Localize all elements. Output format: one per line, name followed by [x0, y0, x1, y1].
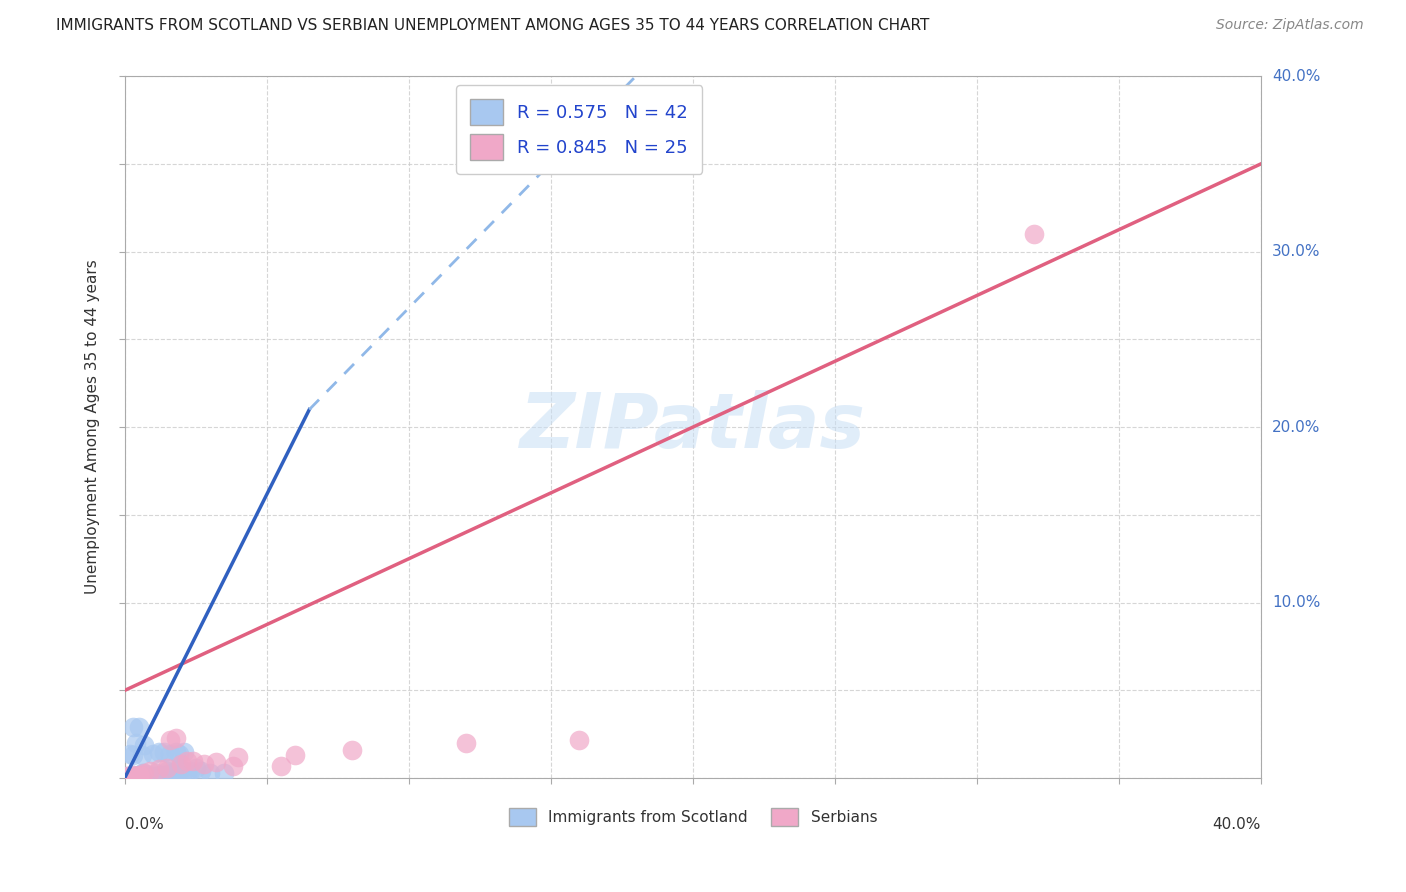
Point: [142, 769, 165, 783]
Point: [165, 745, 187, 759]
Point: [150, 769, 173, 783]
Point: [156, 761, 179, 775]
Text: 40.0%: 40.0%: [1272, 69, 1320, 84]
Point: [156, 764, 179, 779]
Point: [125, 769, 148, 783]
Point: [131, 768, 153, 782]
Point: [145, 766, 167, 780]
Point: [131, 748, 153, 763]
Point: [148, 763, 170, 777]
Point: [226, 750, 249, 764]
Point: [142, 747, 165, 761]
Point: [148, 768, 170, 782]
Point: [270, 759, 292, 773]
Point: [128, 768, 150, 782]
Point: [340, 743, 363, 757]
Point: [139, 764, 162, 779]
Point: [153, 745, 176, 759]
Point: [136, 768, 159, 782]
Point: [176, 766, 198, 780]
Point: [122, 768, 145, 782]
Point: [125, 736, 148, 750]
Point: [165, 731, 187, 745]
Point: [568, 732, 591, 747]
Point: [221, 759, 243, 773]
Point: [165, 764, 187, 779]
Point: [162, 766, 184, 780]
Point: [125, 769, 148, 783]
Point: [179, 764, 201, 779]
Point: [170, 757, 193, 772]
Point: [122, 768, 145, 782]
Point: [117, 769, 139, 783]
Point: [167, 747, 190, 761]
Point: [159, 766, 181, 780]
Point: [153, 768, 176, 782]
Point: [159, 747, 181, 761]
Point: [170, 763, 193, 777]
Point: [284, 748, 307, 763]
Text: 0.0%: 0.0%: [125, 817, 163, 832]
Point: [117, 769, 139, 783]
Point: [120, 769, 142, 783]
Point: [134, 766, 156, 780]
Point: [159, 732, 181, 747]
Legend: Immigrants from Scotland, Serbians: Immigrants from Scotland, Serbians: [501, 800, 884, 834]
Point: [212, 766, 235, 780]
Point: [198, 766, 221, 780]
Point: [173, 764, 195, 779]
Point: [1022, 227, 1045, 241]
Point: [131, 768, 153, 782]
Y-axis label: Unemployment Among Ages 35 to 44 years: Unemployment Among Ages 35 to 44 years: [86, 260, 100, 594]
Text: Source: ZipAtlas.com: Source: ZipAtlas.com: [1216, 18, 1364, 32]
Text: 20.0%: 20.0%: [1272, 419, 1320, 434]
Point: [122, 720, 145, 734]
Point: [134, 766, 156, 780]
Point: [128, 769, 150, 783]
Text: 40.0%: 40.0%: [1213, 817, 1261, 832]
Point: [204, 756, 226, 770]
Point: [454, 736, 477, 750]
Point: [181, 754, 204, 768]
Text: IMMIGRANTS FROM SCOTLAND VS SERBIAN UNEMPLOYMENT AMONG AGES 35 TO 44 YEARS CORRE: IMMIGRANTS FROM SCOTLAND VS SERBIAN UNEM…: [56, 18, 929, 33]
Point: [184, 761, 207, 775]
Point: [131, 766, 153, 780]
Point: [120, 747, 142, 761]
Text: 30.0%: 30.0%: [1272, 244, 1320, 259]
Text: 10.0%: 10.0%: [1272, 595, 1320, 610]
Point: [134, 738, 156, 752]
Point: [139, 769, 162, 783]
Point: [128, 768, 150, 782]
Point: [176, 754, 198, 768]
Point: [148, 745, 170, 759]
Point: [193, 757, 215, 772]
Point: [190, 764, 212, 779]
Point: [128, 720, 150, 734]
Point: [122, 748, 145, 763]
Text: ZIPatlas: ZIPatlas: [520, 390, 866, 464]
Point: [120, 769, 142, 783]
Point: [173, 745, 195, 759]
